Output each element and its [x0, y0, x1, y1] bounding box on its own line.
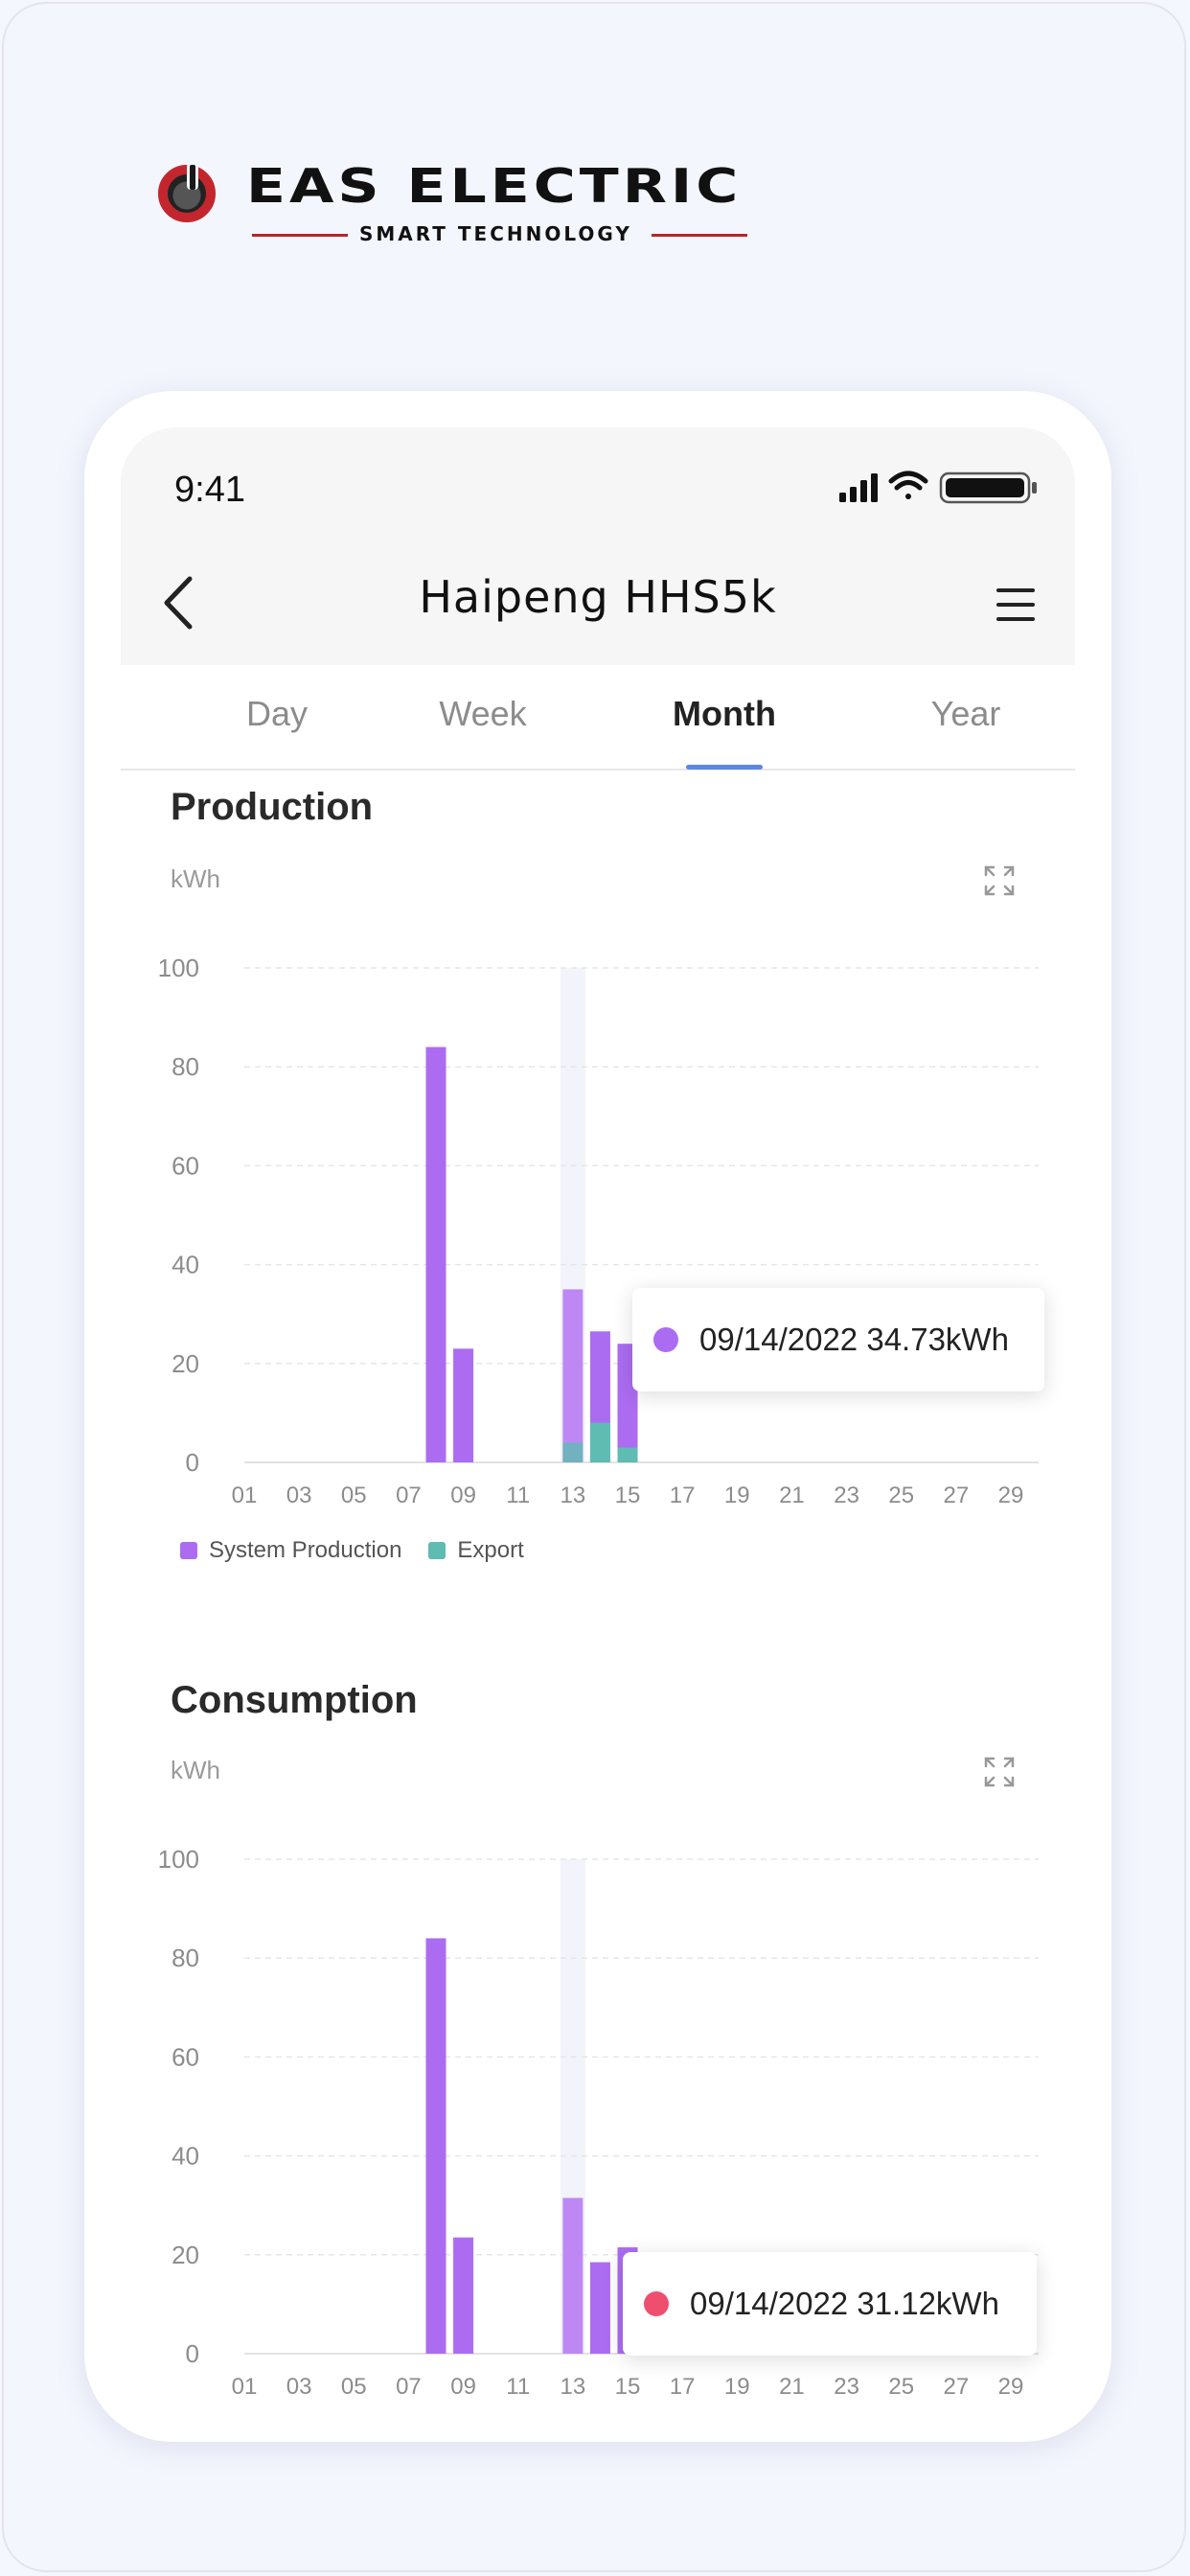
x-tick-label: 01	[232, 1483, 258, 1508]
y-tick-label: 40	[172, 2142, 199, 2171]
y-tick-label: 100	[158, 1850, 199, 1874]
x-tick-label: 05	[341, 1483, 367, 1508]
bar-consumption-day-9	[453, 2237, 474, 2354]
power-logo-icon	[158, 163, 216, 222]
legend-label: Export	[457, 1537, 524, 1563]
x-tick-label: 25	[888, 2374, 914, 2400]
x-tick-label: 11	[506, 1483, 530, 1508]
y-tick-label: 80	[172, 1944, 199, 1972]
x-tick-label: 01	[232, 2374, 258, 2400]
production-chart: 0 20 40 60 80 100 01 03 05 07 09 11 13 15 17 19 21 23 25 27…	[158, 958, 1039, 1508]
tooltip-value: 34.73kWh	[866, 1322, 1009, 1357]
tooltip-dot	[653, 1327, 678, 1352]
consumption-tooltip: 09/14/2022 31.12kWh	[623, 2252, 1037, 2356]
logo-rule-left	[252, 234, 348, 237]
x-tick-label: 27	[944, 2374, 970, 2400]
period-tabs: Day Week Month Year	[121, 665, 1075, 770]
y-tick-label: 60	[172, 1151, 199, 1180]
wifi-icon	[888, 471, 928, 499]
tooltip-value: 31.12kWh	[857, 2286, 999, 2321]
back-arrow-icon[interactable]	[149, 569, 207, 636]
x-tick-label: 07	[396, 2374, 422, 2400]
x-tick-label: 13	[561, 1483, 586, 1508]
legend-swatch-production	[180, 1542, 197, 1559]
y-tick-label: 60	[172, 2042, 199, 2071]
production-expand-icon[interactable]	[983, 864, 1016, 897]
y-tick-label: 0	[186, 1448, 199, 1477]
status-bar: 9:41	[121, 427, 1075, 542]
eas-electric-logo: EAS ELECTRIC SMART TECHNOLOGY	[158, 159, 752, 249]
bar-export-day-15	[617, 1447, 638, 1462]
x-tick-label: 27	[944, 1483, 970, 1508]
x-tick-label: 29	[998, 2374, 1024, 2400]
x-tick-label: 03	[286, 2374, 312, 2400]
status-icons	[839, 471, 1037, 504]
x-tick-label: 23	[834, 1483, 859, 1508]
y-tick-label: 20	[172, 1349, 199, 1378]
page-title: Haipeng HHS5k	[419, 571, 777, 623]
x-tick-label: 29	[998, 1483, 1024, 1508]
y-tick-label: 80	[172, 1052, 199, 1081]
production-unit: kWh	[171, 864, 220, 893]
consumption-expand-icon[interactable]	[983, 1756, 1016, 1788]
x-tick-label: 09	[450, 1483, 476, 1508]
bar-system-production-day-9	[453, 1348, 474, 1462]
bar-export-day-13	[562, 1442, 584, 1462]
signal-icon	[839, 473, 878, 502]
consumption-title: Consumption	[171, 1679, 418, 1721]
tooltip-date: 09/14/2022	[690, 2286, 849, 2321]
x-tick-label: 17	[670, 1483, 696, 1508]
x-tick-label: 25	[888, 1483, 914, 1508]
logo-rule-right	[652, 234, 747, 237]
legend-label: System Production	[209, 1537, 402, 1563]
bar-system-production-day-13	[562, 1289, 584, 1462]
phone-mockup: 9:41	[84, 391, 1111, 2442]
x-tick-label: 03	[286, 1483, 312, 1508]
bar-consumption-day-13	[562, 2197, 584, 2354]
production-title: Production	[171, 786, 374, 828]
x-tick-label: 17	[670, 2374, 696, 2400]
tooltip-dot	[644, 2291, 669, 2316]
tooltip-date: 09/14/2022	[699, 1322, 858, 1357]
y-tick-label: 0	[186, 2339, 199, 2368]
x-tick-label: 19	[724, 2374, 750, 2400]
nav-bar: Haipeng HHS5k	[121, 542, 1075, 665]
bar-export-day-14	[589, 1422, 610, 1462]
x-tick-label: 11	[506, 2374, 530, 2400]
x-tick-label: 21	[779, 2374, 805, 2400]
tab-day[interactable]: Day	[245, 694, 309, 733]
x-tick-label: 19	[724, 1483, 750, 1508]
legend-swatch-export	[428, 1542, 446, 1559]
active-tab-indicator	[686, 765, 763, 770]
legend-export[interactable]: Export	[428, 1537, 524, 1564]
battery-icon	[939, 472, 1037, 504]
legend-system-production[interactable]: System Production	[180, 1537, 401, 1564]
logo-main-text: EAS ELECTRIC	[246, 159, 743, 215]
bar-consumption-day-8	[425, 1938, 446, 2354]
hamburger-menu-icon[interactable]	[993, 581, 1041, 629]
x-tick-label: 21	[779, 1483, 805, 1508]
y-tick-label: 40	[172, 1251, 199, 1279]
x-tick-label: 13	[561, 2374, 586, 2400]
status-time: 9:41	[174, 470, 245, 510]
logo-sub-text: SMART TECHNOLOGY	[359, 222, 632, 245]
production-tooltip: 09/14/2022 34.73kWh	[632, 1288, 1044, 1392]
x-tick-label: 15	[615, 1483, 641, 1508]
x-tick-label: 09	[450, 2374, 476, 2400]
x-tick-label: 05	[341, 2374, 367, 2400]
tab-month[interactable]: Month	[673, 694, 776, 733]
bar-consumption-day-14	[589, 2262, 610, 2354]
x-tick-label: 15	[615, 2374, 641, 2400]
bar-system-production-day-8	[425, 1046, 446, 1462]
y-tick-label: 20	[172, 2241, 199, 2269]
consumption-unit: kWh	[171, 1756, 220, 1784]
x-tick-label: 23	[834, 2374, 859, 2400]
tab-year[interactable]: Year	[930, 694, 1001, 733]
y-tick-label: 100	[158, 958, 199, 982]
app-screen: 9:41	[121, 427, 1075, 2405]
tab-week[interactable]: Week	[439, 694, 527, 733]
production-legend: System Production Export	[180, 1537, 551, 1564]
x-tick-label: 07	[396, 1483, 422, 1508]
